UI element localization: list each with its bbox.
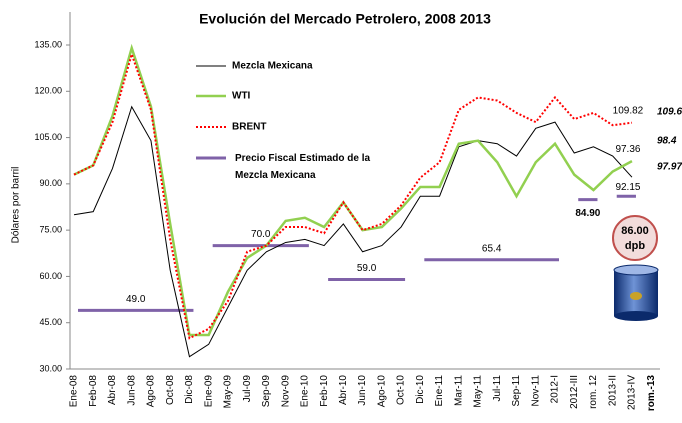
- legend-label: Precio Fiscal Estimado de la Mezcla Mexi…: [235, 150, 375, 184]
- x-tick-label: rom.-13: [646, 375, 657, 412]
- x-tick-label: May-09: [223, 375, 234, 409]
- segment-label: 65.4: [482, 243, 502, 254]
- x-tick-label: Ene-11: [434, 375, 445, 407]
- x-tick-label: Jun-08: [126, 375, 137, 406]
- x-tick-label: May-11: [473, 375, 484, 408]
- x-tick-label: 2013-II: [607, 375, 618, 406]
- x-tick-label: Sep-11: [511, 375, 522, 407]
- side-label: 109.6: [657, 107, 682, 118]
- y-tick-label: 105.00: [34, 132, 62, 142]
- badge-value: 86.00: [621, 225, 649, 237]
- x-tick-label: Jun-10: [357, 375, 368, 406]
- x-tick-label: Jul-11: [492, 375, 503, 402]
- x-tick-label: Abr-10: [338, 375, 349, 405]
- data-label: 92.15: [615, 182, 640, 193]
- x-tick-label: 2012-I: [550, 375, 561, 403]
- series-line: [74, 54, 632, 338]
- data-label: 97.36: [615, 144, 640, 155]
- y-axis-title: Dólares por barril: [11, 167, 22, 244]
- legend-label: WTI: [232, 91, 251, 102]
- x-tick-label: Abr-08: [107, 375, 118, 405]
- legend-label: BRENT: [232, 122, 266, 133]
- x-tick-label: Ene-09: [203, 375, 214, 408]
- legend-label: Mezcla Mexicana: [232, 61, 313, 72]
- chart: Evolución del Mercado Petrolero, 2008 20…: [0, 0, 682, 423]
- y-tick-label: 75.00: [39, 225, 62, 235]
- series-line: [74, 48, 632, 335]
- x-tick-label: rom. 12: [588, 375, 599, 409]
- y-tick-label: 60.00: [39, 271, 62, 281]
- x-tick-label: Sep-09: [261, 375, 272, 408]
- badge-unit: dpb: [625, 240, 645, 252]
- y-tick-label: 30.00: [39, 363, 62, 373]
- x-tick-label: Feb-10: [319, 375, 330, 407]
- x-tick-label: Ene-10: [300, 375, 311, 408]
- segment-label: 59.0: [357, 263, 377, 274]
- x-tick-label: 2013-IV: [627, 375, 638, 410]
- badge: [613, 216, 657, 260]
- x-tick-label: Dic-08: [184, 375, 195, 404]
- x-tick-label: 2012-III: [569, 375, 580, 409]
- x-tick-label: Ago-10: [376, 375, 387, 408]
- x-tick-label: Nov-09: [280, 375, 291, 408]
- y-tick-label: 45.00: [39, 317, 62, 327]
- x-tick-label: Feb-08: [88, 375, 99, 407]
- segment-label: 84.90: [575, 208, 600, 219]
- x-tick-label: Nov-11: [530, 375, 541, 407]
- y-tick-label: 90.00: [39, 178, 62, 188]
- x-tick-label: Ago-08: [146, 375, 157, 408]
- side-label: 98.4: [657, 136, 677, 147]
- x-tick-label: Mar-11: [453, 375, 464, 406]
- page: Evolución del Mercado Petrolero, 2008 20…: [0, 0, 682, 423]
- x-tick-label: Dic-10: [415, 375, 426, 404]
- data-label: 109.82: [613, 105, 644, 116]
- x-tick-label: Ene-08: [69, 375, 80, 408]
- x-tick-label: Jul-09: [242, 375, 253, 403]
- segment-label: 70.0: [251, 229, 271, 240]
- x-tick-label: Oct-10: [396, 375, 407, 405]
- y-tick-label: 120.00: [34, 86, 62, 96]
- barrel: [614, 265, 658, 321]
- side-label: 97.97: [657, 162, 682, 173]
- y-tick-label: 135.00: [34, 39, 62, 49]
- chart-title: Evolución del Mercado Petrolero, 2008 20…: [199, 11, 491, 27]
- segment-label: 49.0: [126, 294, 146, 305]
- x-tick-label: Oct-08: [165, 375, 176, 405]
